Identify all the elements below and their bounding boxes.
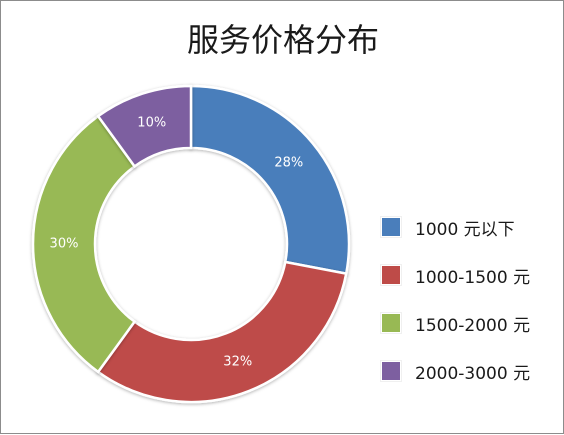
legend-label: 2000-3000 元 (415, 363, 531, 384)
legend-label: 1500-2000 元 (415, 315, 531, 336)
donut-slice (96, 260, 348, 404)
slice-data-label: 32% (223, 355, 252, 370)
slice-data-label: 30% (50, 237, 79, 252)
legend-label: 1000 元以下 (415, 219, 515, 240)
legend-swatch (381, 217, 401, 237)
legend-swatch (381, 313, 401, 333)
legend-item: 1000-1500 元 (381, 263, 531, 288)
legend: 1000 元以下 1000-1500 元 1500-2000 元 2000-3000 … (381, 215, 530, 407)
donut-slice (189, 84, 351, 276)
legend-swatch (381, 265, 401, 285)
legend-item: 2000-3000 元 (381, 359, 531, 384)
legend-label: 1000-1500 元 (415, 267, 531, 288)
legend-swatch (381, 361, 401, 381)
donut-slice (31, 114, 137, 374)
legend-item: 1500-2000 元 (381, 311, 531, 336)
chart-title: 服务价格分布 (186, 21, 379, 59)
slice-data-label: 28% (274, 156, 303, 171)
slice-data-label: 10% (137, 116, 166, 131)
legend-item: 1000 元以下 (381, 215, 530, 240)
donut-slice (96, 84, 193, 169)
